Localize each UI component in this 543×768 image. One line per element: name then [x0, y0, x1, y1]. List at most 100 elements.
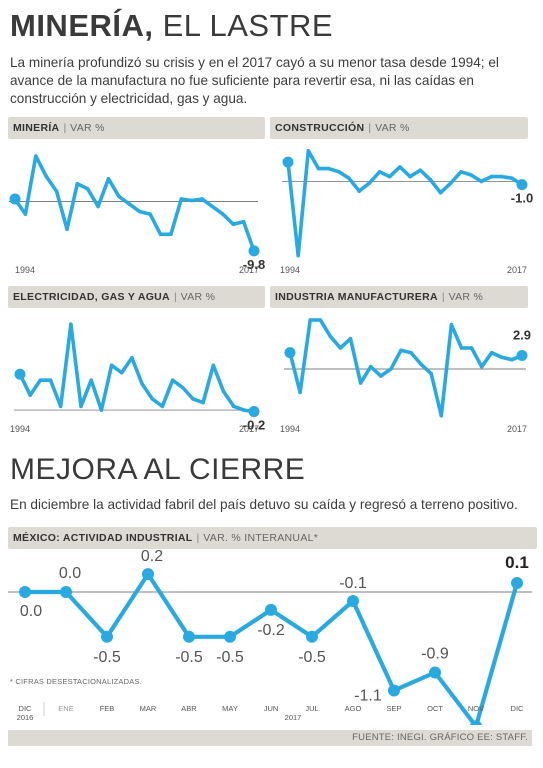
- x-tick-label: MAR: [140, 704, 157, 713]
- small-chart-4: 2.9 1994 2017: [280, 318, 531, 434]
- data-point: [398, 165, 402, 169]
- data-point: [150, 397, 155, 401]
- x-start-label: 1994: [280, 424, 300, 434]
- value-label: -1.5: [487, 723, 515, 725]
- data-point: [85, 187, 90, 191]
- data-point: [510, 176, 514, 181]
- data-point: [448, 181, 453, 185]
- data-point: [499, 174, 504, 179]
- panel-title: MINERÍA: [13, 122, 60, 134]
- x-tick-label: OCT: [427, 704, 443, 713]
- data-point: [318, 318, 323, 322]
- series-line: [286, 149, 524, 258]
- x-tick-label: SEP: [386, 704, 401, 713]
- data-point: [48, 378, 53, 383]
- data-point: [158, 232, 163, 237]
- data-point: [377, 169, 382, 174]
- data-point: [469, 346, 474, 350]
- data-point: [358, 381, 363, 385]
- data-point: [306, 630, 318, 643]
- x-tick-label: JUN: [264, 704, 279, 713]
- data-point: [179, 197, 184, 201]
- data-point: [489, 174, 494, 179]
- data-point: [201, 400, 205, 405]
- value-label: -0.1: [339, 575, 367, 592]
- data-point: [169, 232, 173, 237]
- data-point: [439, 413, 444, 418]
- data-point: [479, 179, 484, 184]
- value-label: -0.5: [93, 649, 121, 666]
- panel-title: INDUSTRIA MANUFACTURERA: [275, 291, 438, 303]
- endpoint-marker: [9, 193, 21, 205]
- x-tick-label: MAY: [222, 704, 238, 713]
- data-point: [170, 378, 175, 383]
- endpoint-marker: [248, 406, 260, 418]
- data-point: [357, 189, 362, 193]
- data-point: [511, 577, 523, 590]
- x-year-label: 2017: [285, 713, 302, 722]
- data-point: [231, 222, 236, 226]
- endpoint-marker: [282, 156, 294, 168]
- footnote: * CIFRAS DESESTACIONALIZADAS.: [10, 677, 142, 686]
- value-label: 0.0: [20, 603, 42, 620]
- small-chart-1: -9.8 1994 2017: [9, 154, 265, 275]
- data-point: [130, 356, 134, 360]
- panel-unit: VAR %: [448, 291, 484, 303]
- data-point: [388, 684, 400, 697]
- x-end-label: 2017: [239, 424, 259, 434]
- x-tick-label: DIC: [19, 704, 33, 713]
- data-point: [489, 350, 494, 355]
- data-point: [459, 346, 464, 350]
- last-value-label: -9.8: [243, 257, 265, 272]
- data-point: [54, 189, 59, 194]
- panel-header-mineria: MINERÍA | VAR %: [8, 117, 265, 139]
- data-point: [296, 253, 300, 258]
- data-point: [210, 204, 215, 209]
- panel-title: MÉXICO: ACTIVIDAD INDUSTRIAL: [13, 532, 193, 544]
- data-point: [459, 169, 463, 174]
- data-point: [367, 181, 372, 185]
- data-point: [189, 198, 194, 203]
- data-point: [429, 666, 441, 679]
- endpoint-marker: [248, 245, 260, 257]
- data-point: [500, 355, 504, 360]
- page-title: MINERÍA, EL LASTRE: [10, 8, 334, 43]
- panel-unit: VAR %: [375, 122, 410, 134]
- data-point: [419, 362, 423, 367]
- x-year-label: 2016: [17, 713, 34, 722]
- data-point: [338, 346, 343, 350]
- endpoint-marker: [284, 347, 296, 359]
- data-point: [23, 212, 28, 216]
- last-value-label: -0.2: [243, 418, 265, 433]
- x-tick-label: JUL: [305, 704, 318, 713]
- series-line: [13, 154, 256, 253]
- data-point: [418, 168, 423, 172]
- data-point: [429, 371, 434, 376]
- data-point: [200, 197, 204, 201]
- data-point: [69, 322, 73, 327]
- data-point: [409, 350, 413, 355]
- data-point: [58, 404, 63, 409]
- data-point: [96, 204, 100, 209]
- data-point: [298, 390, 302, 395]
- x-tick-label: AGO: [345, 704, 362, 713]
- panel-header-manufactura: INDUSTRIA MANUFACTURERA | VAR %: [270, 286, 528, 308]
- panel-title: ELECTRICIDAD, GAS Y AGUA: [13, 291, 170, 303]
- panel-unit: VAR %: [180, 291, 216, 303]
- endpoint-marker: [14, 368, 26, 380]
- x-end-label: 2017: [507, 424, 527, 434]
- x-start-label: 1994: [280, 265, 300, 275]
- value-label: -0.9: [421, 646, 449, 663]
- panel-title: CONSTRUCCIÓN: [275, 122, 365, 134]
- data-point: [479, 364, 484, 369]
- data-point: [347, 176, 351, 181]
- value-label: 0.2: [141, 550, 163, 565]
- data-point: [449, 322, 454, 327]
- data-point: [231, 404, 236, 409]
- section-title: MEJORA AL CIERRE: [10, 453, 306, 486]
- endpoint-marker: [516, 179, 528, 191]
- data-point: [137, 209, 142, 214]
- data-point: [337, 169, 341, 174]
- small-chart-2: -1.0 1994 2017: [280, 149, 533, 275]
